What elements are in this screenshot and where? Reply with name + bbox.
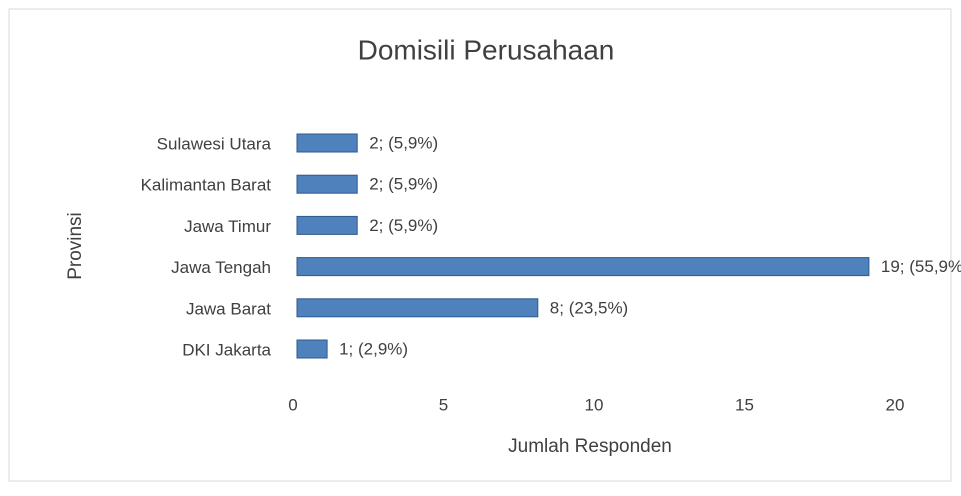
- x-tick-label: 20: [886, 395, 905, 414]
- x-tick-label: 15: [735, 395, 754, 414]
- value-label: 2; (5,9%): [369, 175, 438, 194]
- x-axis-label: Jumlah Responden: [508, 436, 672, 457]
- x-tick-label: 10: [585, 395, 604, 414]
- y-tick-label: DKI Jakarta: [182, 340, 271, 359]
- value-label: 1; (2,9%): [339, 339, 408, 358]
- bar: [296, 257, 870, 277]
- y-tick-label: Jawa Tengah: [171, 258, 271, 277]
- bar: [296, 133, 358, 153]
- value-label: 8; (23,5%): [550, 298, 628, 317]
- y-axis-label: Provinsi: [65, 212, 86, 280]
- value-label: 2; (5,9%): [369, 216, 438, 235]
- bar: [296, 339, 328, 359]
- y-tick-label: Kalimantan Barat: [141, 176, 272, 195]
- y-tick-label: Jawa Barat: [186, 299, 271, 318]
- chart-frame: [8, 8, 952, 482]
- value-label: 19; (55,9%): [881, 257, 961, 276]
- bar: [296, 174, 358, 194]
- bar: [296, 298, 539, 318]
- y-tick-label: Sulawesi Utara: [157, 134, 272, 153]
- x-tick-label: 0: [288, 395, 297, 414]
- chart-title: Domisili Perusahaan: [358, 34, 615, 65]
- bar: [296, 215, 358, 235]
- value-label: 2; (5,9%): [369, 133, 438, 152]
- x-tick-label: 5: [439, 395, 448, 414]
- y-tick-label: Jawa Timur: [184, 217, 271, 236]
